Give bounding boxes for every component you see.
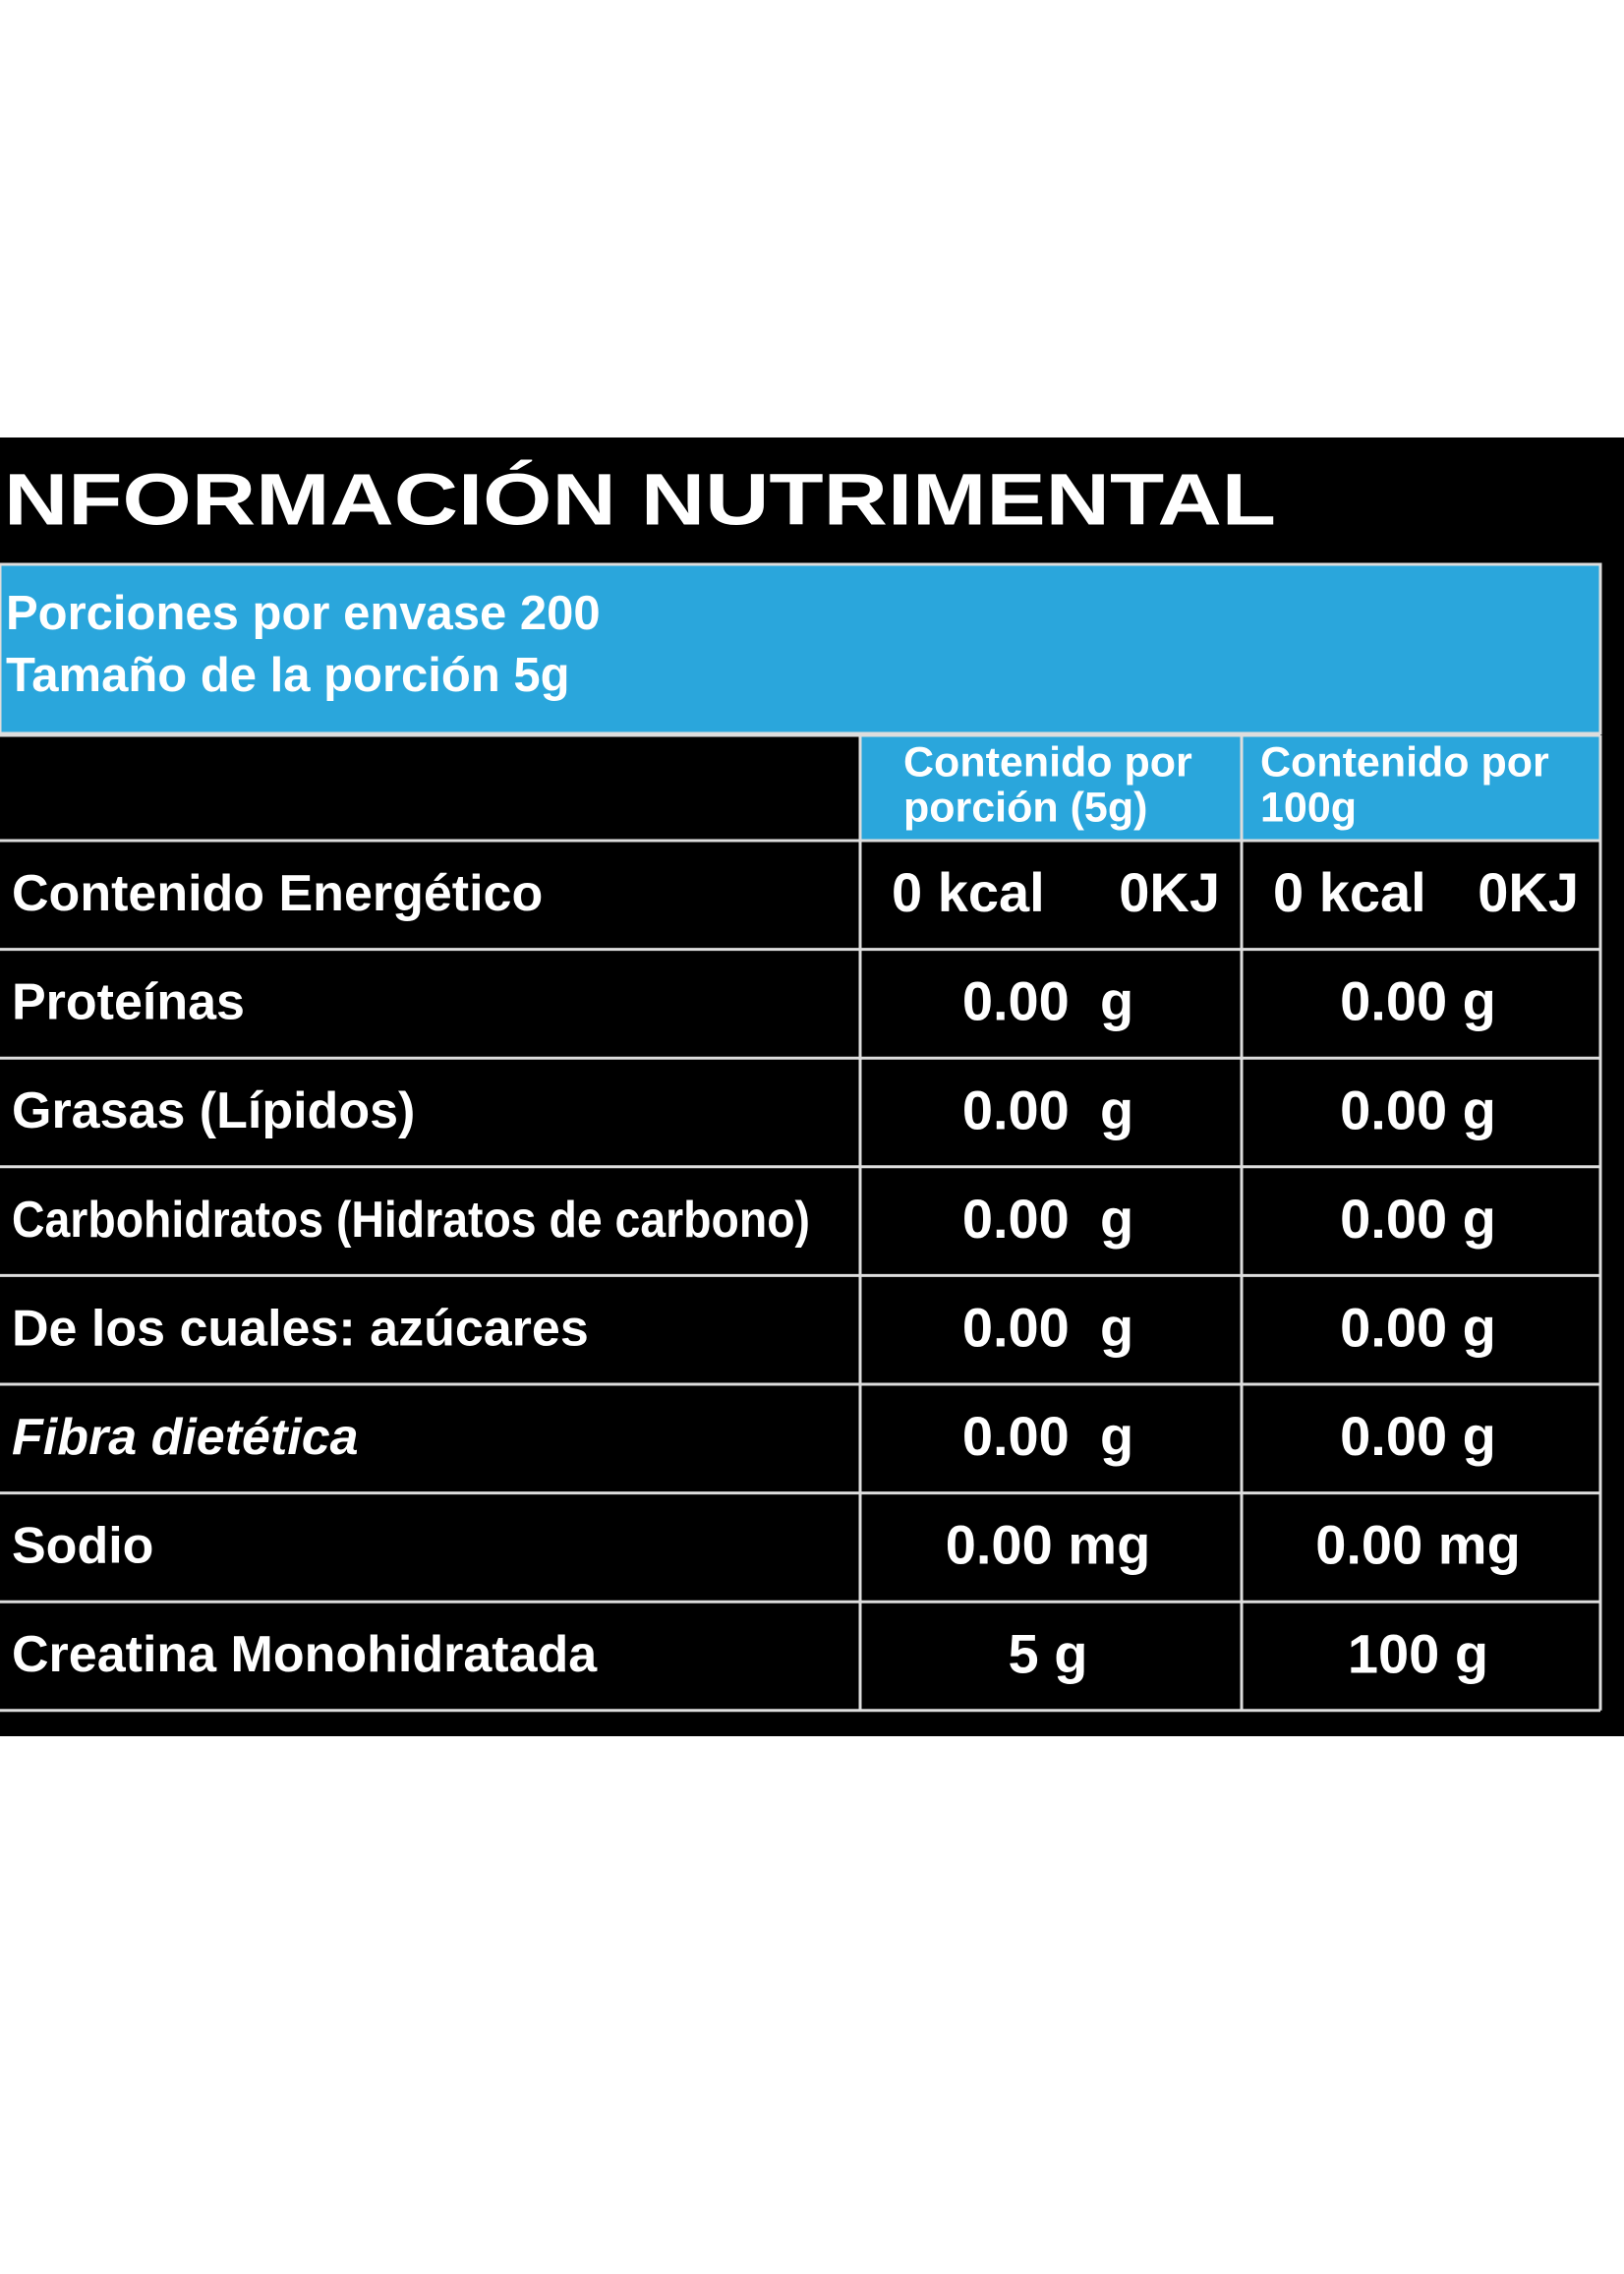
column-header: 100g xyxy=(1260,784,1357,831)
servings-box xyxy=(0,562,1602,735)
row-label: Contenido Energético xyxy=(12,865,543,922)
cell-value: 0.00 g xyxy=(1340,1405,1496,1467)
cell-value: 0.00 g xyxy=(962,1079,1133,1140)
cell-value: 0 kcal xyxy=(1273,861,1426,923)
servings-line: Tamaño de la porción 5g xyxy=(6,649,570,702)
cell-value: 0KJ xyxy=(1478,861,1579,923)
cell-value: 0.00 g xyxy=(1340,970,1496,1032)
column-header-cell xyxy=(860,735,1242,841)
title: NFORMACIÓN NUTRIMENTAL xyxy=(4,459,1276,541)
column-header: Contenido por xyxy=(1260,738,1549,786)
row-label: De los cuales: azúcares xyxy=(12,1300,589,1357)
servings-line: Porciones por envase 200 xyxy=(6,587,601,640)
row-label: Sodio xyxy=(12,1518,153,1575)
row-label: Creatina Monohidratada xyxy=(12,1626,598,1683)
cell-value: 0 kcal xyxy=(892,861,1045,923)
row-label: Carbohidratos (Hidratos de carbono) xyxy=(12,1192,810,1249)
cell-value: 100 g xyxy=(1348,1622,1488,1684)
cell-value: 0.00 g xyxy=(962,1405,1133,1467)
column-header-cell xyxy=(1242,735,1600,841)
cell-value: 0.00 g xyxy=(1340,1188,1496,1250)
cell-value: 0.00 mg xyxy=(1315,1514,1521,1576)
cell-value: 0.00 g xyxy=(962,970,1133,1032)
cell-value: 0.00 g xyxy=(962,1296,1133,1358)
row-label: Proteínas xyxy=(12,974,245,1031)
cell-value: 0KJ xyxy=(1119,861,1220,923)
cell-value: 0.00 g xyxy=(1340,1296,1496,1358)
cell-value: 0.00 g xyxy=(962,1188,1133,1250)
column-header: Contenido por xyxy=(903,738,1192,786)
cell-value: 0.00 mg xyxy=(946,1514,1151,1576)
cell-value: 5 g xyxy=(1009,1622,1088,1684)
column-header: porción (5g) xyxy=(903,784,1147,831)
cell-value: 0.00 g xyxy=(1340,1079,1496,1140)
row-label: Grasas (Lípidos) xyxy=(12,1082,415,1139)
row-label: Fibra dietética xyxy=(12,1409,359,1466)
